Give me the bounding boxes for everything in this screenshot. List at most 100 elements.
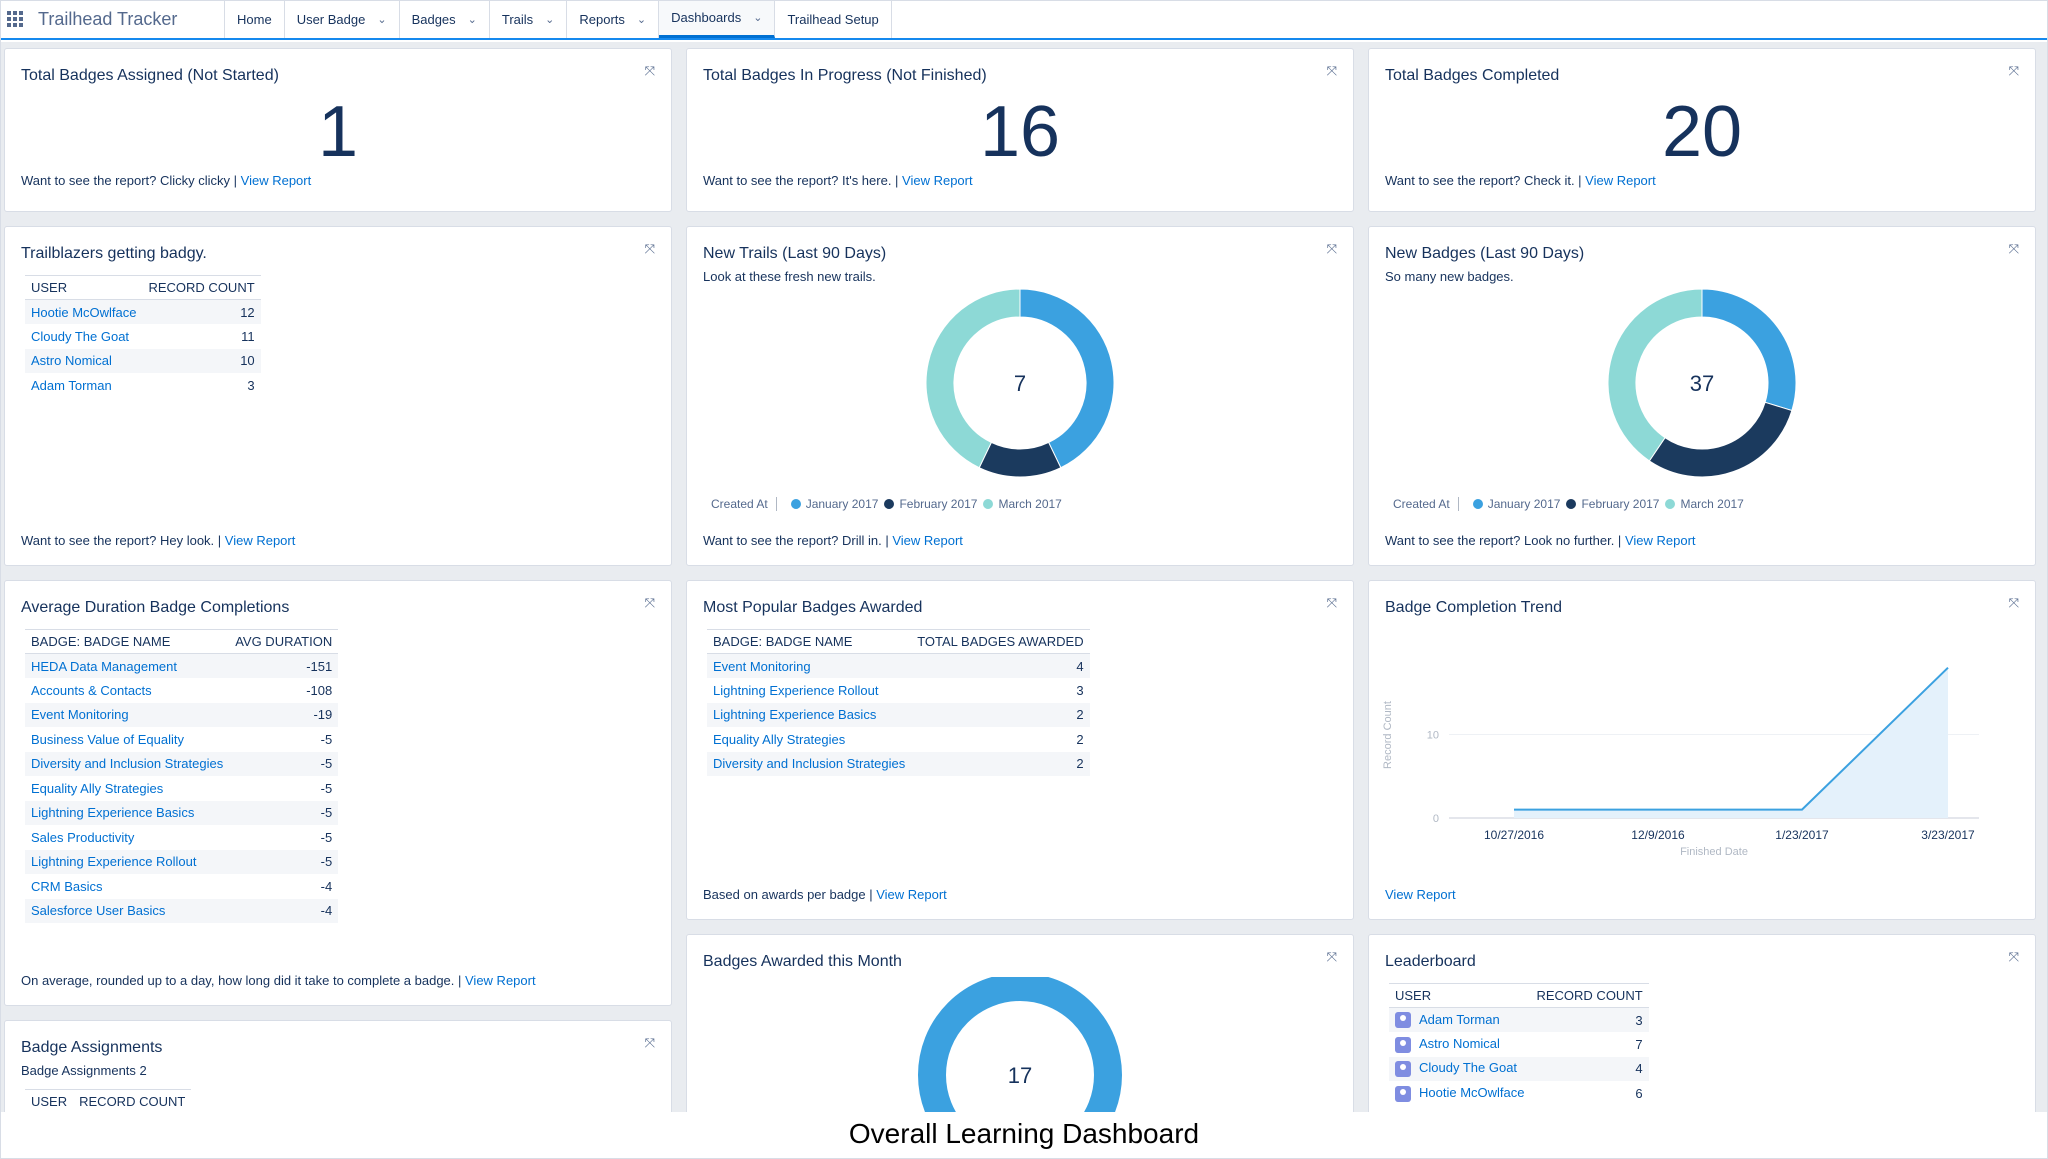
record-link[interactable]: Lightning Experience Basics — [713, 707, 877, 723]
column-header-user[interactable]: USER — [1389, 983, 1531, 1008]
donut-slice[interactable] — [918, 977, 1122, 1112]
avg-duration-card: Average Duration Badge Completions ⤧ BAD… — [4, 580, 672, 1006]
nav-item-dashboards[interactable]: Dashboards ⌄ — [659, 0, 776, 38]
record-link[interactable]: Lightning Experience Basics — [31, 805, 195, 821]
chevron-down-icon[interactable]: ⌄ — [467, 13, 477, 26]
donut-slice[interactable] — [925, 288, 1021, 469]
chevron-down-icon[interactable]: ⌄ — [377, 13, 387, 26]
name-cell: Cloudy The Goat — [1389, 1056, 1531, 1081]
table-row: Lightning Experience Basics 2 — [707, 702, 1090, 727]
chevron-down-icon[interactable]: ⌄ — [545, 13, 555, 26]
chevron-down-icon[interactable]: ⌄ — [753, 12, 763, 24]
column-header-user[interactable]: USER — [25, 1089, 74, 1112]
table-row: Salesforce User Basics -4 — [25, 898, 339, 923]
donut-slice[interactable] — [1019, 288, 1115, 469]
nav-item-user-badge[interactable]: User Badge ⌄ — [285, 0, 400, 38]
record-link[interactable]: Event Monitoring — [713, 658, 811, 674]
record-link[interactable]: Equality Ally Strategies — [31, 780, 164, 796]
column-header-record-count[interactable]: RECORD COUNT — [1530, 983, 1649, 1008]
donut-slice[interactable] — [1701, 288, 1797, 412]
record-link[interactable]: Lightning Experience Rollout — [31, 854, 197, 870]
column-header-total-awarded[interactable]: TOTAL BADGES AWARDED — [911, 629, 1090, 654]
view-report-link[interactable]: View Report — [902, 173, 973, 188]
record-link[interactable]: Hootie McOwlface — [1419, 1084, 1525, 1100]
nav-item-trailhead-setup[interactable]: Trailhead Setup — [775, 0, 892, 38]
legend-item[interactable]: March 2017 — [998, 497, 1062, 511]
column-header-user[interactable]: USER — [25, 275, 143, 300]
record-link[interactable]: Accounts & Contacts — [31, 682, 152, 698]
legend-item[interactable]: March 2017 — [1680, 497, 1744, 511]
view-report-link[interactable]: View Report — [1385, 887, 1456, 902]
name-cell: Event Monitoring — [25, 702, 230, 727]
column-header-avg-duration[interactable]: AVG DURATION — [229, 629, 339, 654]
record-link[interactable]: Cloudy The Goat — [31, 328, 130, 344]
trend-line[interactable] — [1514, 666, 1949, 811]
record-link[interactable]: Hootie McOwlface — [31, 304, 137, 320]
expand-icon[interactable]: ⤧ — [2008, 949, 2019, 964]
donut-slice[interactable] — [1648, 401, 1793, 478]
chart-legend: Created At January 2017 February 2017 Ma… — [1393, 497, 1744, 511]
expand-icon[interactable]: ⤧ — [1326, 63, 1337, 78]
view-report-link[interactable]: View Report — [1624, 533, 1696, 548]
record-link[interactable]: Adam Torman — [31, 377, 112, 393]
record-link[interactable]: CRM Basics — [31, 878, 103, 894]
view-report-link[interactable]: View Report — [224, 533, 296, 548]
record-link[interactable]: Sales Productivity — [31, 829, 135, 845]
record-link[interactable]: Astro Nomical — [1419, 1035, 1500, 1051]
record-link[interactable]: Equality Ally Strategies — [713, 731, 846, 747]
metric-value: 1 — [317, 92, 359, 172]
app-launcher-icon[interactable] — [0, 0, 30, 38]
column-header-record-count[interactable]: RECORD COUNT — [73, 1089, 192, 1112]
expand-icon[interactable]: ⤧ — [2008, 241, 2019, 256]
chevron-down-icon[interactable]: ⌄ — [636, 13, 647, 26]
name-cell: Diversity and Inclusion Strategies — [25, 751, 230, 776]
legend-item[interactable]: January 2017 — [805, 497, 879, 511]
record-link[interactable]: HEDA Data Management — [31, 658, 177, 674]
record-link[interactable]: Diversity and Inclusion Strategies — [31, 756, 224, 772]
record-link[interactable]: Cloudy The Goat — [1419, 1060, 1518, 1076]
expand-icon[interactable]: ⤧ — [644, 595, 655, 610]
expand-icon[interactable]: ⤧ — [1326, 949, 1337, 964]
donut-slice[interactable] — [978, 441, 1062, 478]
nav-item-label: Home — [237, 11, 272, 27]
record-link[interactable]: Astro Nomical — [31, 353, 112, 369]
column-header-badge-name[interactable]: BADGE: BADGE NAME — [707, 629, 912, 654]
expand-icon[interactable]: ⤧ — [2008, 63, 2019, 78]
value-cell: 3 — [247, 377, 255, 393]
value-cell: 4 — [1530, 1056, 1649, 1081]
expand-icon[interactable]: ⤧ — [644, 241, 655, 256]
expand-icon[interactable]: ⤧ — [644, 1035, 655, 1050]
expand-icon[interactable]: ⤧ — [2008, 595, 2019, 610]
expand-icon[interactable]: ⤧ — [1326, 241, 1337, 256]
expand-icon[interactable]: ⤧ — [1326, 595, 1337, 610]
record-link[interactable]: Diversity and Inclusion Strategies — [713, 756, 906, 772]
nav-item-badges[interactable]: Badges ⌄ — [400, 0, 490, 38]
record-link[interactable]: Lightning Experience Rollout — [713, 682, 879, 698]
legend-item[interactable]: February 2017 — [899, 497, 978, 511]
column-header-badge-name[interactable]: BADGE: BADGE NAME — [25, 629, 230, 654]
column-header-record-count[interactable]: RECORD COUNT — [142, 275, 261, 300]
name-cell: Event Monitoring — [707, 653, 912, 678]
nav-item-label: Trailhead Setup — [787, 11, 879, 27]
record-link[interactable]: Business Value of Equality — [31, 731, 184, 747]
view-report-link[interactable]: View Report — [1585, 173, 1656, 188]
donut-slice[interactable] — [1607, 288, 1703, 462]
table-row: Event Monitoring -19 — [25, 702, 339, 727]
legend-item[interactable]: January 2017 — [1487, 497, 1561, 511]
view-report-link[interactable]: View Report — [892, 533, 963, 548]
view-report-link[interactable]: View Report — [876, 887, 947, 902]
view-report-link[interactable]: View Report — [465, 973, 536, 988]
nav-item-reports[interactable]: Reports ⌄ — [567, 0, 660, 38]
new-badges-card: New Badges (Last 90 Days) So many new ba… — [1368, 226, 2036, 566]
new-badges-donut-chart: 37 — [1607, 288, 1797, 478]
chart-legend: Created At January 2017 February 2017 Ma… — [711, 497, 1062, 511]
nav-item-home[interactable]: Home — [225, 0, 285, 38]
record-link[interactable]: Event Monitoring — [31, 707, 129, 723]
legend-item[interactable]: February 2017 — [1581, 497, 1660, 511]
record-link[interactable]: Adam Torman — [1419, 1011, 1500, 1027]
view-report-link[interactable]: View Report — [240, 173, 312, 188]
record-link[interactable]: Salesforce User Basics — [31, 903, 166, 919]
y-tick-label: 0 — [1433, 813, 1439, 825]
expand-icon[interactable]: ⤧ — [644, 63, 655, 78]
nav-item-trails[interactable]: Trails ⌄ — [490, 0, 568, 38]
